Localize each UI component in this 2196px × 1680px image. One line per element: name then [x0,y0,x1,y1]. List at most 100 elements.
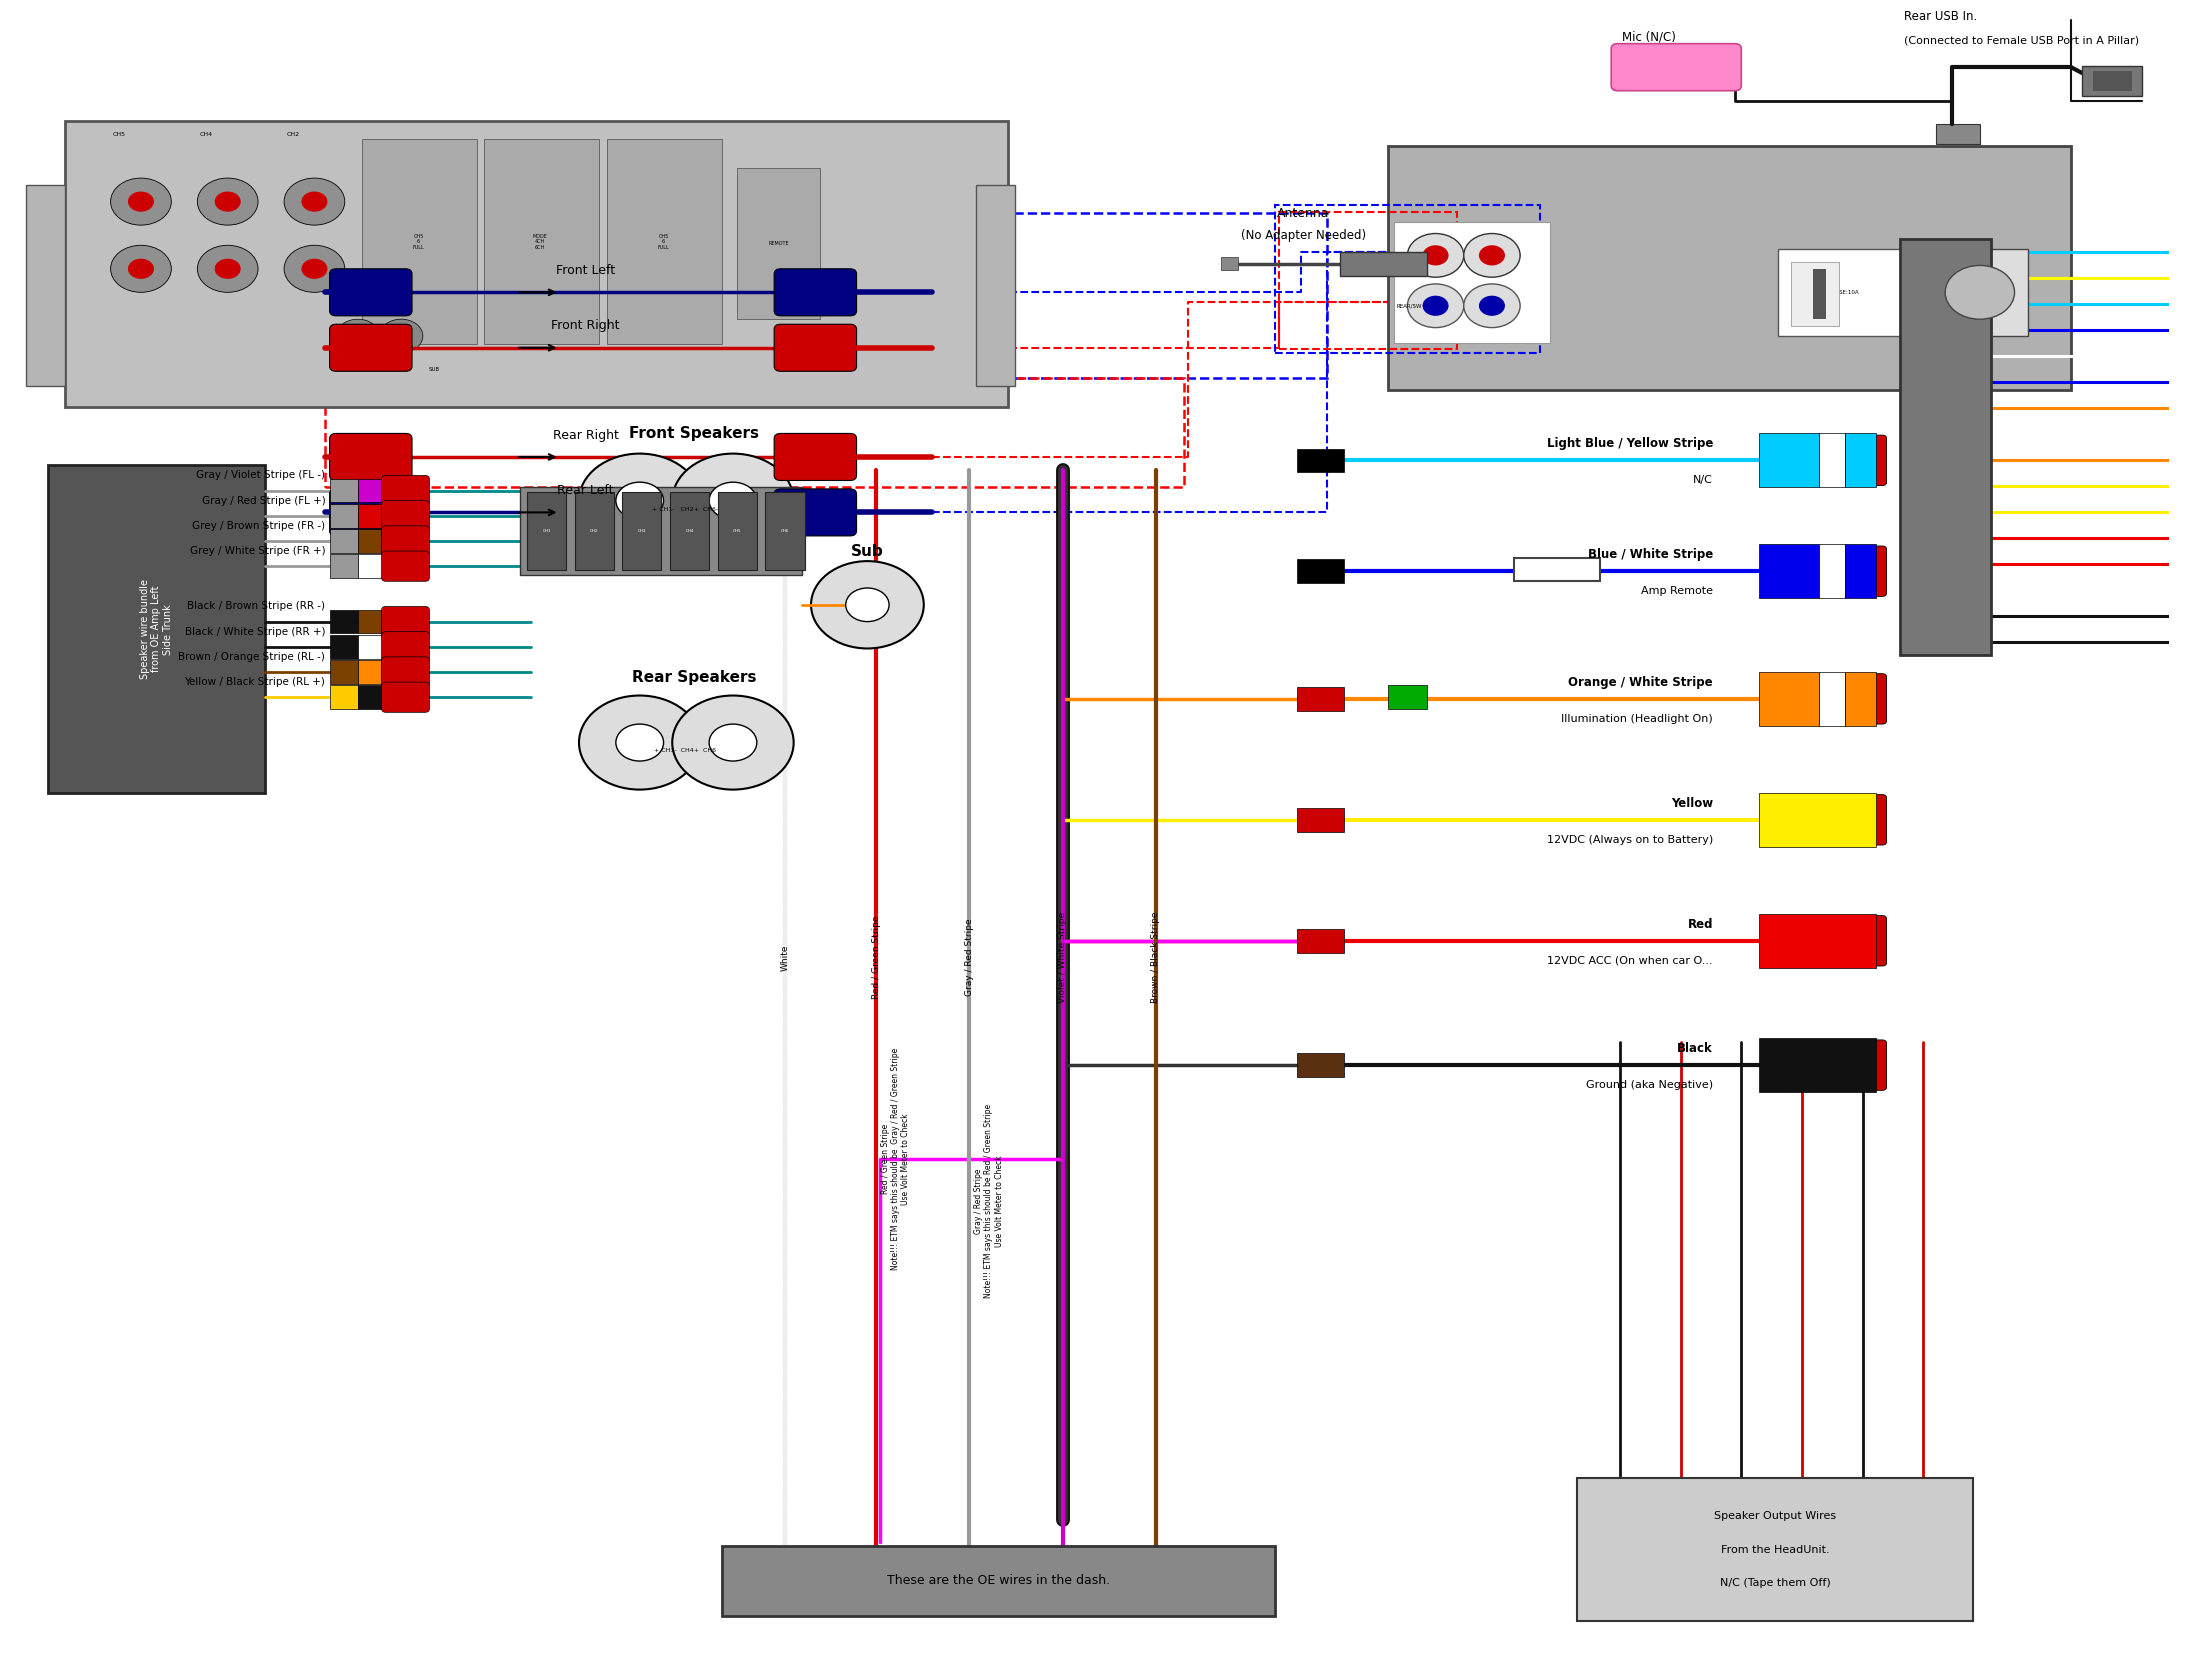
Bar [325,213,1326,378]
Bar [738,168,819,319]
Bar [329,554,358,578]
Text: CH2: CH2 [591,529,600,533]
FancyBboxPatch shape [382,682,430,712]
Text: From the HeadUnit.: From the HeadUnit. [1722,1546,1829,1554]
Circle shape [810,561,925,648]
Bar [358,554,386,578]
Text: CH5
6
FULL: CH5 6 FULL [657,234,670,250]
Text: + CH3-  CH4+  CH6: + CH3- CH4+ CH6 [654,749,716,753]
Bar [329,479,358,502]
Text: Black / White Stripe (RR +): Black / White Stripe (RR +) [184,627,325,637]
Bar [329,660,358,684]
Circle shape [127,192,154,212]
FancyBboxPatch shape [382,526,430,556]
FancyBboxPatch shape [775,269,856,316]
Bar [1298,1053,1344,1077]
Bar [1937,124,1981,144]
Bar [329,685,358,709]
Text: SUB: SUB [428,368,439,371]
Bar [1759,433,1818,487]
Circle shape [1465,284,1520,328]
Text: + CH1-   CH2+  CH6-: + CH1- CH2+ CH6- [652,507,718,511]
Text: Yellow / Black Stripe (RL +): Yellow / Black Stripe (RL +) [184,677,325,687]
Bar [358,610,386,633]
Circle shape [301,259,327,279]
FancyBboxPatch shape [1803,546,1886,596]
Text: MODE
4CH
6CH: MODE 4CH 6CH [531,234,547,250]
Text: Grey / Brown Stripe (FR -): Grey / Brown Stripe (FR -) [193,521,325,531]
Text: CH6: CH6 [782,529,788,533]
Bar [1818,433,1845,487]
Text: Light Blue / Yellow Stripe: Light Blue / Yellow Stripe [1546,437,1713,450]
Text: Violet / White Stripe: Violet / White Stripe [1058,912,1067,1003]
Bar [621,492,661,570]
Bar [1759,793,1875,847]
Circle shape [1478,245,1504,265]
FancyBboxPatch shape [382,632,430,662]
Bar [1298,687,1344,711]
Circle shape [580,696,701,790]
Bar [1845,433,1875,487]
Text: Black: Black [1678,1042,1713,1055]
Circle shape [580,454,701,548]
Bar [606,139,722,344]
Text: Ground (aka Negative): Ground (aka Negative) [1586,1080,1713,1090]
Text: Rear USB In.: Rear USB In. [1904,10,1976,24]
Text: CH5: CH5 [112,133,125,136]
Circle shape [1408,234,1465,277]
Circle shape [1423,245,1449,265]
Text: Gray / Red Stripe
Note!!! ETM says this should be Red / Green Stripe
Use Volt Me: Gray / Red Stripe Note!!! ETM says this … [975,1104,1004,1299]
Circle shape [672,696,793,790]
Circle shape [127,259,154,279]
Bar [362,139,477,344]
Text: CH5: CH5 [733,529,742,533]
Circle shape [1423,296,1449,316]
Circle shape [110,178,171,225]
Bar [975,185,1015,386]
Circle shape [1946,265,2014,319]
Text: Front Right: Front Right [551,319,619,333]
Bar [670,492,709,570]
Bar [766,492,804,570]
Bar [358,685,386,709]
Bar [1935,249,2027,336]
Bar [329,504,358,528]
Bar [329,635,358,659]
Bar [1900,239,1992,655]
Bar [1513,558,1601,581]
Circle shape [283,178,345,225]
Text: Gray / Violet Stripe (FL -): Gray / Violet Stripe (FL -) [195,470,325,480]
Circle shape [615,482,663,519]
FancyBboxPatch shape [1612,44,1741,91]
Bar [2093,71,2132,91]
Bar [1298,808,1344,832]
FancyBboxPatch shape [382,501,430,531]
Bar [358,479,386,502]
Circle shape [709,482,758,519]
Bar [66,121,1008,407]
Circle shape [301,192,327,212]
Text: CH2: CH2 [285,133,299,136]
Circle shape [615,724,663,761]
Text: 12VDC (Always on to Battery): 12VDC (Always on to Battery) [1546,835,1713,845]
Text: Front Left: Front Left [556,264,615,277]
Text: Gray / Red Stripe (FL +): Gray / Red Stripe (FL +) [202,496,325,506]
Bar [2082,66,2143,96]
Text: CH4: CH4 [685,529,694,533]
Text: REMOTE: REMOTE [769,242,788,245]
Text: N/C: N/C [1693,475,1713,486]
Text: Sub: Sub [852,544,883,558]
Text: Red / Green Stripe
Note!!! ETM says this should be  Gray / Red / Green Stripe
Us: Red / Green Stripe Note!!! ETM says this… [881,1048,911,1270]
Bar [1298,559,1344,583]
Bar [1221,257,1239,270]
Circle shape [215,192,242,212]
FancyBboxPatch shape [382,475,430,506]
FancyBboxPatch shape [382,606,430,637]
Bar [358,529,386,553]
FancyBboxPatch shape [382,551,430,581]
Bar [1388,146,2071,390]
Bar [1276,205,1539,353]
Bar [1845,672,1875,726]
Text: Mic (N/C): Mic (N/C) [1623,30,1676,44]
Bar [1759,914,1875,968]
